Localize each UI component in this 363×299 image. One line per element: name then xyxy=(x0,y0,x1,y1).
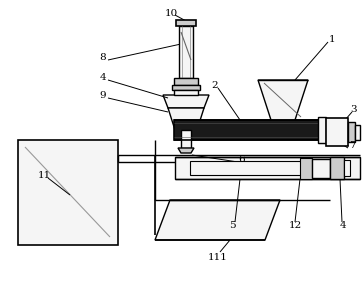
Text: 12: 12 xyxy=(288,222,302,231)
Bar xyxy=(181,130,191,148)
Text: 4: 4 xyxy=(100,74,106,83)
Text: 111: 111 xyxy=(208,252,228,262)
Text: 11: 11 xyxy=(37,170,50,179)
Text: 8: 8 xyxy=(100,54,106,62)
Bar xyxy=(174,78,198,85)
Bar xyxy=(355,125,360,140)
Polygon shape xyxy=(258,80,308,120)
Bar xyxy=(344,160,350,176)
Bar xyxy=(318,117,326,143)
Bar xyxy=(174,90,198,95)
Polygon shape xyxy=(163,95,209,108)
Text: 1: 1 xyxy=(329,34,335,43)
Text: 3: 3 xyxy=(351,104,357,114)
Bar xyxy=(190,161,330,175)
Text: 4: 4 xyxy=(340,222,346,231)
Bar xyxy=(172,85,200,90)
Bar xyxy=(326,118,348,146)
Text: 2: 2 xyxy=(212,80,218,89)
Polygon shape xyxy=(178,148,194,153)
Polygon shape xyxy=(168,108,204,130)
Text: 6: 6 xyxy=(239,155,245,164)
Bar xyxy=(176,20,196,26)
Polygon shape xyxy=(155,200,280,240)
Bar xyxy=(174,120,322,140)
Bar xyxy=(300,158,312,179)
Bar xyxy=(312,159,330,178)
Bar xyxy=(179,26,193,78)
Text: 9: 9 xyxy=(100,91,106,100)
Text: 10: 10 xyxy=(164,8,178,18)
Bar xyxy=(175,157,360,179)
Text: 5: 5 xyxy=(229,222,235,231)
Bar xyxy=(18,140,118,245)
Bar xyxy=(348,122,355,142)
Text: 7: 7 xyxy=(349,141,355,150)
Bar xyxy=(330,157,344,179)
